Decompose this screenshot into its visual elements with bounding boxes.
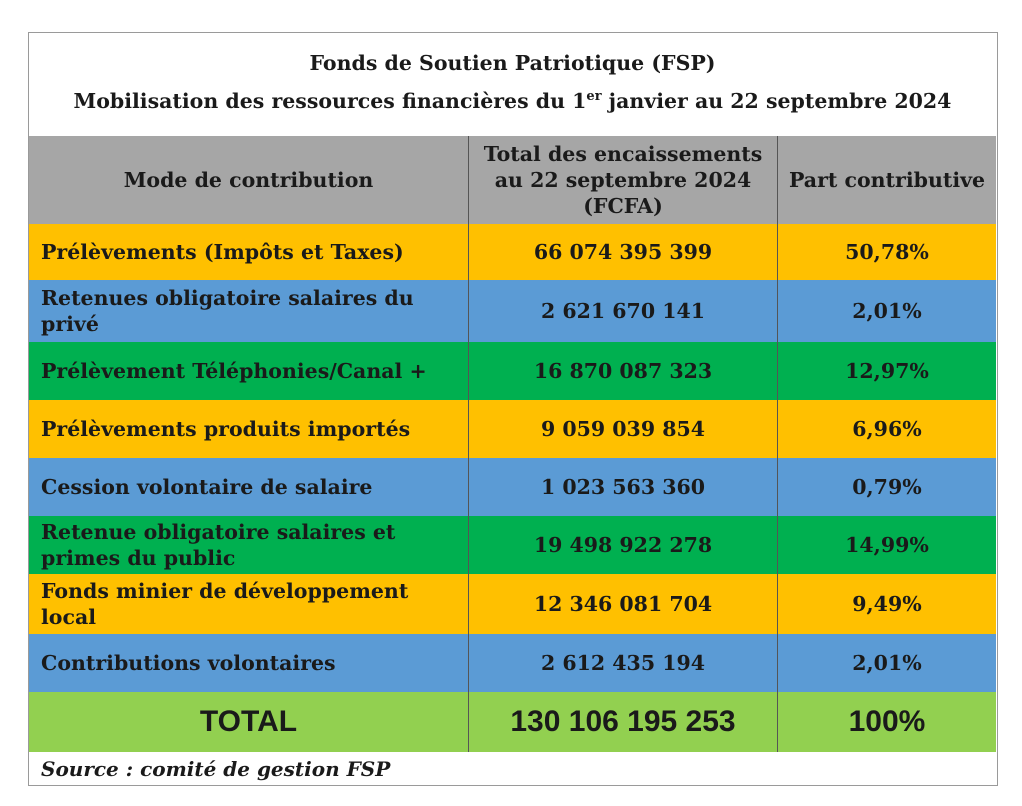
row-total: 2 621 670 141 (469, 280, 778, 342)
table-title: Fonds de Soutien Patriotique (FSP) Mobil… (29, 33, 996, 136)
row-total: 16 870 087 323 (469, 342, 778, 400)
row-part: 2,01% (852, 299, 922, 323)
row-total: 2 612 435 194 (469, 634, 778, 692)
header-total: Total des encaissements au 22 septembre … (469, 136, 778, 224)
table-row: Retenue obligatoire salaires et primes d… (29, 516, 996, 574)
table-row: Prélèvement Téléphonies/Canal + 16 870 0… (29, 342, 996, 400)
row-part: 50,78% (845, 240, 929, 264)
row-part: 14,99% (845, 533, 929, 557)
header-mode: Mode de contribution (29, 136, 469, 224)
row-mode: Retenue obligatoire salaires et primes d… (29, 516, 469, 574)
row-mode: Retenues obligatoire salaires du privé (29, 280, 469, 342)
title-line-1: Fonds de Soutien Patriotique (FSP) (309, 51, 716, 75)
row-total: 66 074 395 399 (469, 224, 778, 280)
row-part: 12,97% (845, 359, 929, 383)
title-line-2: Mobilisation des ressources financières … (29, 89, 996, 113)
row-mode: Prélèvement Téléphonies/Canal + (29, 342, 469, 400)
row-total: 19 498 922 278 (469, 516, 778, 574)
total-part: 100% (848, 705, 926, 738)
title-line-2-sup: er (586, 89, 602, 104)
row-mode: Prélèvements produits importés (29, 400, 469, 458)
row-mode: Fonds minier de développement local (29, 574, 469, 634)
table-row: Fonds minier de développement local 12 3… (29, 574, 996, 634)
total-row: TOTAL 130 106 195 253 100% (29, 692, 996, 752)
table-row: Prélèvements (Impôts et Taxes) 66 074 39… (29, 224, 996, 280)
table-row: Prélèvements produits importés 9 059 039… (29, 400, 996, 458)
row-part: 6,96% (852, 417, 922, 441)
row-mode: Prélèvements (Impôts et Taxes) (29, 224, 469, 280)
row-total: 9 059 039 854 (469, 400, 778, 458)
header-part: Part contributive (788, 168, 986, 192)
table-row: Contributions volontaires 2 612 435 194 … (29, 634, 996, 692)
table-header-row: Mode de contribution Total des encaissem… (29, 136, 996, 224)
total-amount: 130 106 195 253 (469, 692, 778, 752)
row-part: 0,79% (852, 475, 922, 499)
title-line-2-prefix: Mobilisation des ressources financières … (73, 89, 587, 113)
total-label: TOTAL (29, 692, 469, 752)
row-part: 2,01% (852, 651, 922, 675)
row-total: 12 346 081 704 (469, 574, 778, 634)
table-row: Retenues obligatoire salaires du privé 2… (29, 280, 996, 342)
row-total: 1 023 563 360 (469, 458, 778, 516)
fsp-table-frame: Fonds de Soutien Patriotique (FSP) Mobil… (28, 32, 998, 786)
row-mode: Contributions volontaires (29, 634, 469, 692)
row-mode: Cession volontaire de salaire (29, 458, 469, 516)
title-line-2-suffix: janvier au 22 septembre 2024 (601, 89, 952, 113)
source-note: Source : comité de gestion FSP (41, 756, 391, 781)
row-part: 9,49% (852, 592, 922, 616)
table-row: Cession volontaire de salaire 1 023 563 … (29, 458, 996, 516)
